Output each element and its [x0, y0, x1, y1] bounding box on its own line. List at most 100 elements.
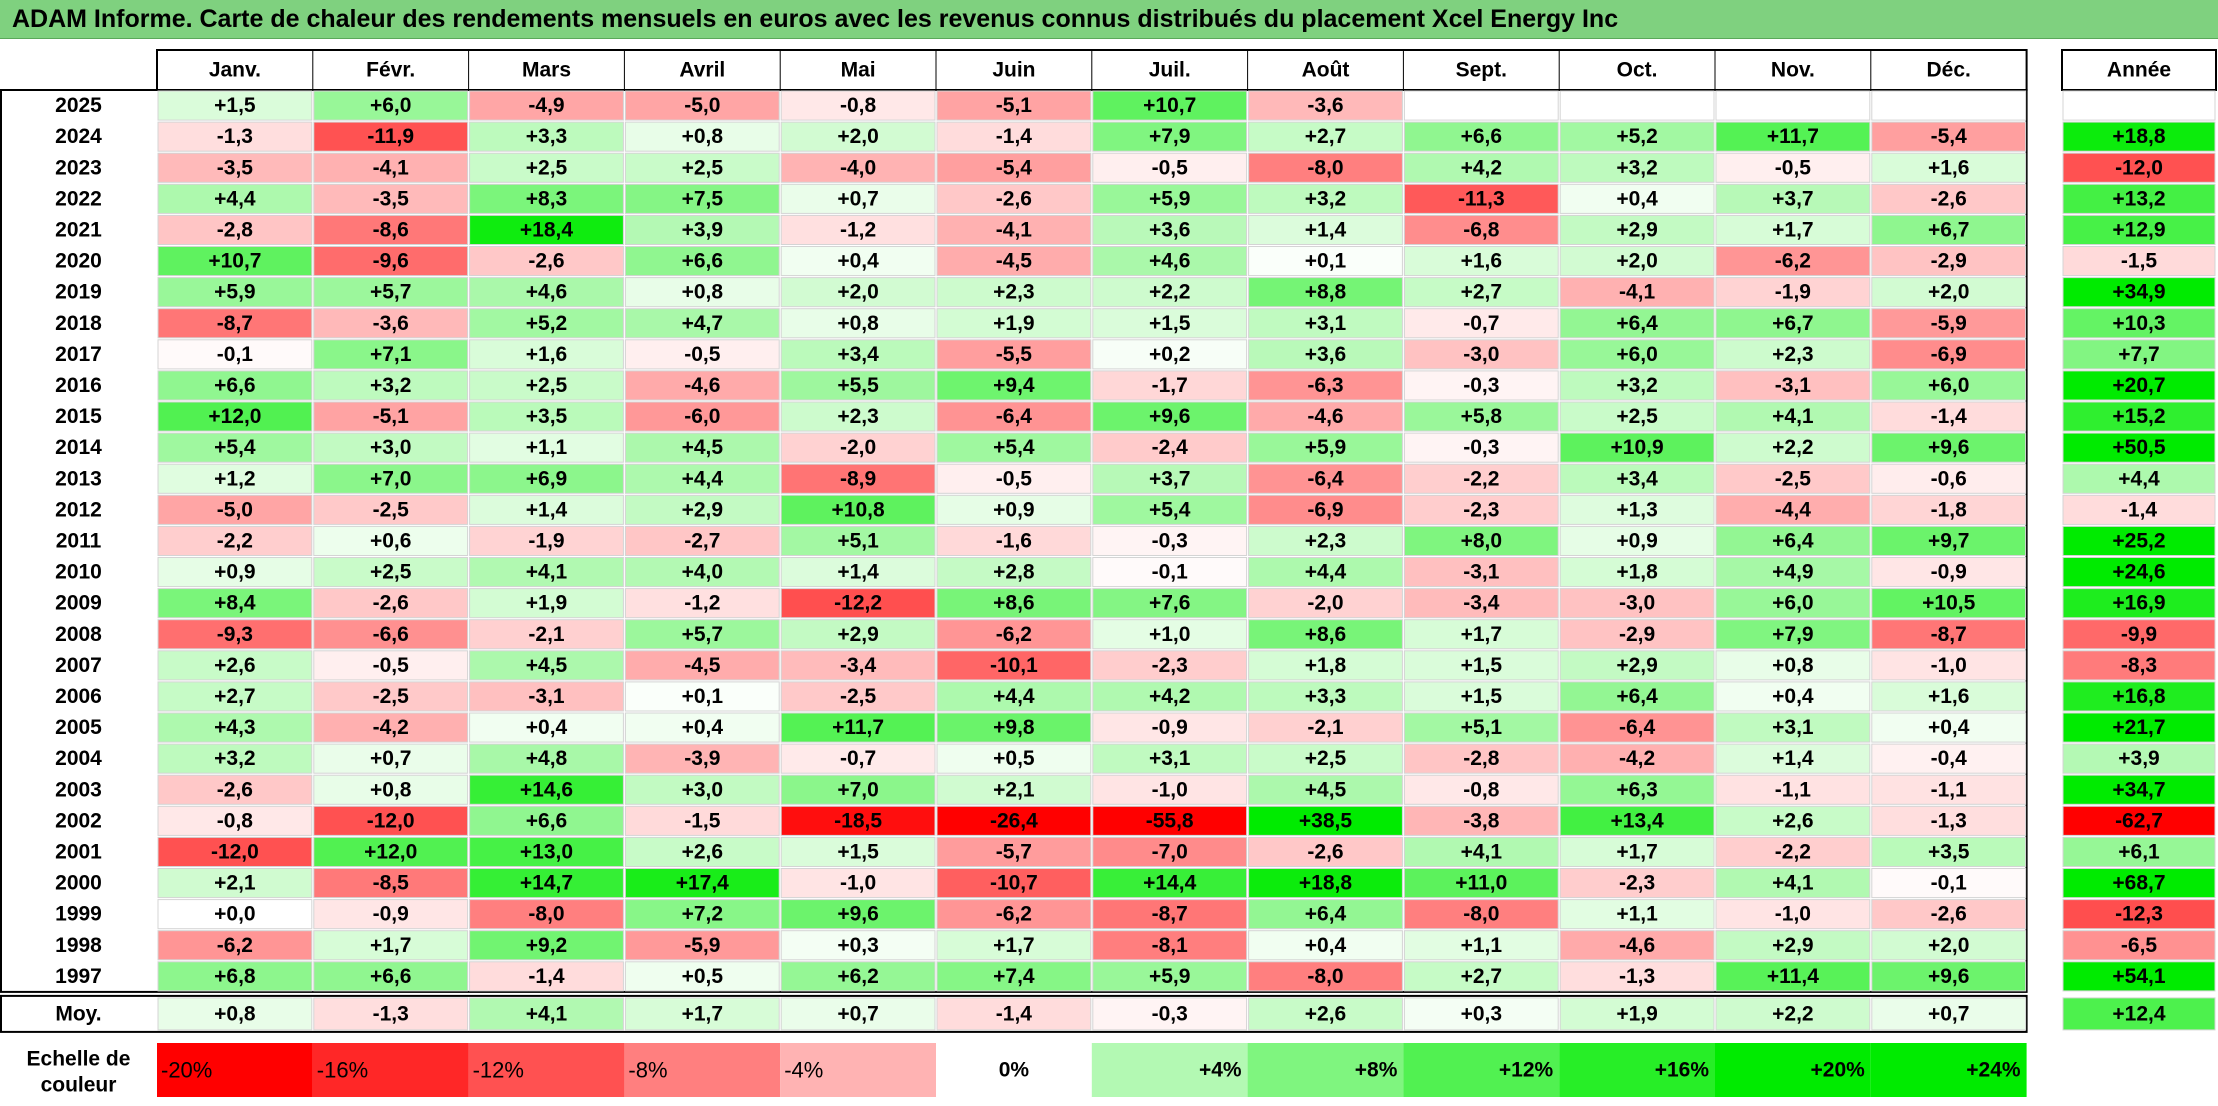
cell-value: +2,6: [214, 654, 255, 677]
heatmap-cell: [1248, 525, 1403, 557]
year-label: 2014: [55, 436, 102, 459]
cell-value: +0,1: [1305, 250, 1347, 273]
body-frame: [0, 89, 2028, 993]
cell-value: +3,7: [1772, 187, 1813, 210]
cell-value: +9,6: [837, 903, 878, 926]
cell-value: +5,9: [214, 281, 255, 304]
annual-cell: [2062, 152, 2216, 183]
average-value: +4,1: [526, 1002, 568, 1025]
heatmap-cell: [936, 308, 1092, 339]
heatmap-cell: [936, 899, 1092, 930]
year-label: 2001: [55, 840, 102, 863]
heatmap-cell: [624, 961, 780, 992]
heatmap-cell: [157, 308, 313, 339]
heatmap-cell: [624, 868, 780, 899]
cell-value: -6,8: [1463, 218, 1500, 241]
cell-value: -2,5: [840, 685, 877, 708]
annual-cell: [2062, 619, 2216, 650]
year-label: 2020: [55, 250, 102, 273]
average-value: +0,7: [1928, 1002, 1969, 1025]
heatmap-cell: [1248, 557, 1403, 588]
average-cell: [157, 997, 313, 1031]
cell-value: +2,7: [1461, 281, 1502, 304]
cell-value: -1,5: [684, 809, 721, 832]
cell-value: +2,5: [526, 156, 568, 179]
cell-value: +0,8: [682, 125, 724, 148]
annual-value: +12,9: [2112, 218, 2165, 241]
annual-value: +24,6: [2112, 561, 2165, 584]
cell-value: +4,1: [1772, 872, 1814, 895]
cell-value: +6,4: [1772, 529, 1814, 552]
heatmap-cell: [1871, 588, 2027, 619]
heatmap-cell: [1559, 121, 1715, 152]
cell-value: +5,5: [837, 374, 879, 397]
cell-value: +0,4: [1928, 716, 1970, 739]
cell-value: +5,9: [1149, 965, 1190, 988]
cell-value: +2,7: [1461, 965, 1502, 988]
cell-value: -4,2: [1619, 747, 1655, 770]
cell-value: +1,7: [370, 934, 411, 957]
heatmap-cell: [157, 650, 313, 681]
heatmap-cell: [1092, 868, 1248, 899]
heatmap-cell: [1559, 712, 1715, 743]
heatmap-cell: [1559, 899, 1715, 930]
heatmap-cell: [313, 121, 469, 152]
cell-value: +0,5: [993, 747, 1035, 770]
cell-value: +4,4: [1305, 561, 1347, 584]
heatmap-cell: [936, 214, 1092, 245]
cell-value: -6,0: [684, 405, 720, 428]
cell-value: +7,9: [1149, 125, 1190, 148]
annual-cell: [2062, 899, 2216, 930]
cell-value: +9,8: [993, 716, 1035, 739]
cell-value: +6,0: [370, 94, 411, 117]
cell-value: +3,2: [214, 747, 255, 770]
heatmap-cell: [1871, 152, 2027, 183]
cell-value: +7,4: [993, 965, 1035, 988]
heatmap-cell: [780, 277, 936, 308]
heatmap-cell: [1092, 339, 1248, 370]
cell-value: +0,5: [682, 965, 724, 988]
heatmap-cell: [1403, 339, 1559, 370]
heatmap-cell: [780, 930, 936, 961]
cell-value: -0,6: [1931, 467, 1967, 490]
cell-value: +2,9: [682, 498, 723, 521]
cell-value: +0,8: [682, 281, 724, 304]
cell-value: -4,2: [373, 716, 409, 739]
heatmap-cell: [936, 930, 1092, 961]
annual-cell: [2062, 463, 2216, 494]
cell-value: +4,1: [526, 561, 568, 584]
cell-value: +17,4: [676, 872, 729, 895]
heatmap-cell: [1871, 930, 2027, 961]
heatmap-cell: [1559, 246, 1715, 277]
heatmap-cell: [624, 899, 780, 930]
heatmap-cell: [469, 899, 624, 930]
heatmap-cell: [780, 121, 936, 152]
annual-cell: [2062, 308, 2216, 339]
cell-value: +7,1: [370, 343, 412, 366]
cell-value: +7,0: [837, 778, 878, 801]
annual-header: Année: [2107, 59, 2171, 82]
annual-cell: [2062, 183, 2216, 214]
cell-value: -3,4: [1463, 592, 1500, 615]
heatmap-cell: [313, 836, 469, 868]
heatmap-cell: [1871, 90, 2027, 121]
heatmap-cell: [1092, 712, 1248, 743]
scale-swatch: [1715, 1043, 1871, 1097]
cell-value: -5,7: [996, 840, 1032, 863]
cell-value: +4,5: [526, 654, 568, 677]
heatmap-cell: [1403, 494, 1559, 525]
cell-value: -0,4: [1931, 747, 1968, 770]
cell-value: -0,1: [1931, 872, 1968, 895]
heatmap-cell: [313, 899, 469, 930]
heatmap-cell: [1559, 90, 1715, 121]
heatmap-cell: [624, 650, 780, 681]
annual-value: +3,9: [2118, 747, 2159, 770]
heatmap-cell: [624, 930, 780, 961]
cell-value: +9,2: [526, 934, 567, 957]
heatmap-cell: [157, 183, 313, 214]
heatmap-cell: [1559, 743, 1715, 774]
annual-cell: [2062, 961, 2216, 992]
heatmap-cell: [1871, 463, 2027, 494]
heatmap-cell: [936, 650, 1092, 681]
heatmap-cell: [1403, 463, 1559, 494]
